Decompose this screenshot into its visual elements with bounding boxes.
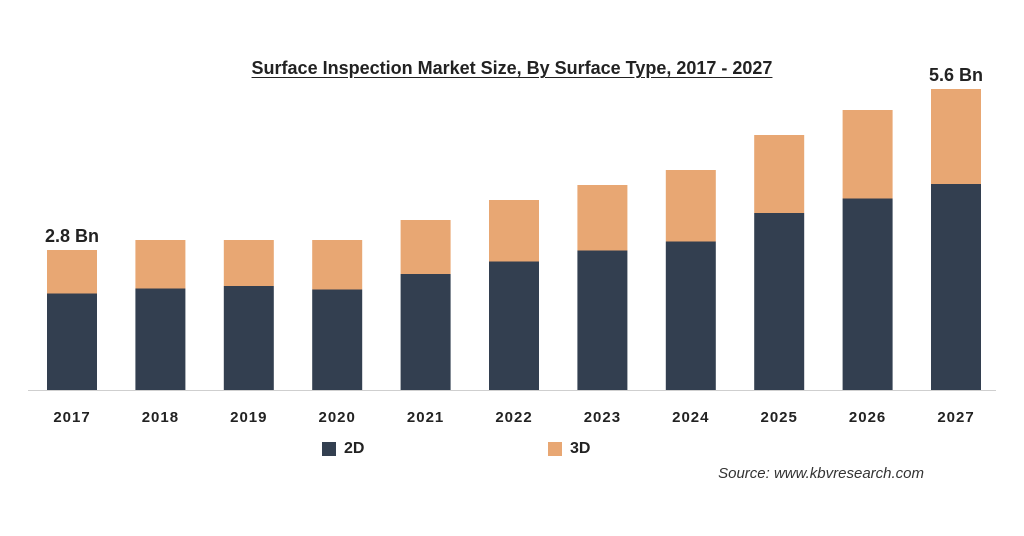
- legend-label-2d: 2D: [344, 440, 365, 457]
- bar-2d-2024: [665, 241, 716, 390]
- bar-2d-2017: [47, 293, 97, 390]
- bar-3d-2022: [489, 200, 539, 262]
- bar-3d-2024: [665, 170, 716, 242]
- x-tick-label-2017: 2017: [53, 409, 90, 426]
- x-tick-label-2021: 2021: [407, 409, 444, 426]
- bar-3d-2017: [47, 250, 97, 294]
- chart-title-text: Surface Inspection Market Size, By Surfa…: [251, 58, 773, 78]
- bar-2d-2026: [842, 198, 893, 390]
- bar-3d-2023: [577, 185, 628, 251]
- source-note: Source: www.kbvresearch.com: [718, 465, 924, 482]
- x-tick-label-2025: 2025: [761, 409, 798, 426]
- bar-2d-2027: [931, 184, 981, 390]
- bar-3d-2026: [842, 110, 893, 199]
- x-tick-label-2027: 2027: [937, 409, 974, 426]
- bar-3d-2020: [312, 240, 363, 290]
- legend-label-3d: 3D: [570, 440, 591, 457]
- legend-item-3d: 3D: [548, 440, 590, 458]
- bar-2d-2018: [135, 288, 186, 390]
- bar-3d-2021: [400, 220, 451, 274]
- bar-2d-2021: [400, 274, 451, 390]
- total-label-2017: 2.8 Bn: [45, 226, 99, 246]
- x-tick-label-2023: 2023: [584, 409, 621, 426]
- legend-item-2d: 2D: [322, 440, 364, 458]
- legend: 2D 3D: [0, 440, 1024, 464]
- x-tick-label-2018: 2018: [142, 409, 179, 426]
- bar-3d-2025: [754, 135, 805, 213]
- bar-2d-2019: [223, 286, 274, 390]
- bar-2d-2020: [312, 289, 363, 390]
- bar-2d-2023: [577, 250, 628, 390]
- bar-2d-2022: [489, 261, 539, 390]
- bar-3d-2027: [931, 89, 981, 184]
- chart-title: Surface Inspection Market Size, By Surfa…: [0, 58, 1024, 79]
- x-tick-label-2022: 2022: [495, 409, 532, 426]
- legend-swatch-3d: [548, 442, 562, 456]
- bar-3d-2018: [135, 240, 186, 289]
- bar-3d-2019: [223, 240, 274, 286]
- x-tick-label-2019: 2019: [230, 409, 267, 426]
- legend-swatch-2d: [322, 442, 336, 456]
- x-tick-label-2026: 2026: [849, 409, 886, 426]
- total-label-2027: 5.6 Bn: [929, 65, 983, 85]
- x-tick-label-2020: 2020: [319, 409, 356, 426]
- x-tick-label-2024: 2024: [672, 409, 709, 426]
- bar-2d-2025: [754, 213, 805, 390]
